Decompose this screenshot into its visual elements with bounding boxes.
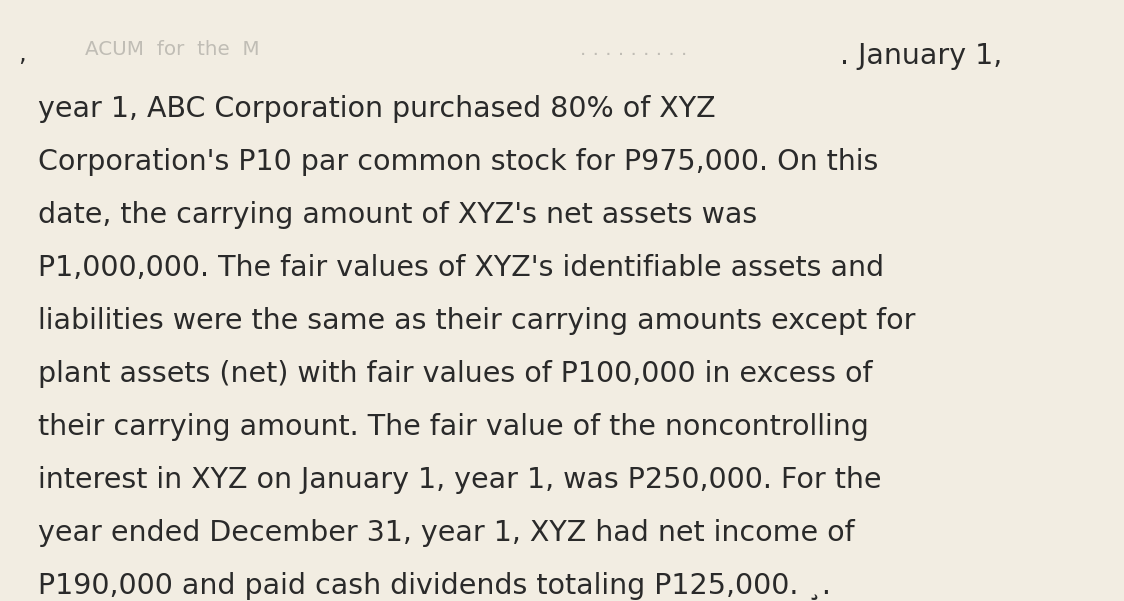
Text: Corporation's P10 par common stock for P975,000. On this: Corporation's P10 par common stock for P… bbox=[38, 148, 878, 176]
Text: interest in XYZ on January 1, year 1, was P250,000. For the: interest in XYZ on January 1, year 1, wa… bbox=[38, 466, 881, 494]
Text: . . . . . . . . .: . . . . . . . . . bbox=[580, 40, 687, 59]
Text: year 1, ABC Corporation purchased 80% of XYZ: year 1, ABC Corporation purchased 80% of… bbox=[38, 95, 716, 123]
Text: ACUM  for  the  M: ACUM for the M bbox=[85, 40, 260, 59]
Text: plant assets (net) with fair values of P100,000 in excess of: plant assets (net) with fair values of P… bbox=[38, 360, 872, 388]
Text: P190,000 and paid cash dividends totaling P125,000. ¸.: P190,000 and paid cash dividends totalin… bbox=[38, 572, 831, 600]
Text: P1,000,000. The fair values of XYZ's identifiable assets and: P1,000,000. The fair values of XYZ's ide… bbox=[38, 254, 885, 282]
Text: their carrying amount. The fair value of the noncontrolling: their carrying amount. The fair value of… bbox=[38, 413, 869, 441]
Text: ,: , bbox=[18, 42, 26, 66]
Text: liabilities were the same as their carrying amounts except for: liabilities were the same as their carry… bbox=[38, 307, 916, 335]
Text: year ended December 31, year 1, XYZ had net income of: year ended December 31, year 1, XYZ had … bbox=[38, 519, 854, 547]
Text: date, the carrying amount of XYZ's net assets was: date, the carrying amount of XYZ's net a… bbox=[38, 201, 758, 229]
Text: . January 1,: . January 1, bbox=[840, 42, 1003, 70]
